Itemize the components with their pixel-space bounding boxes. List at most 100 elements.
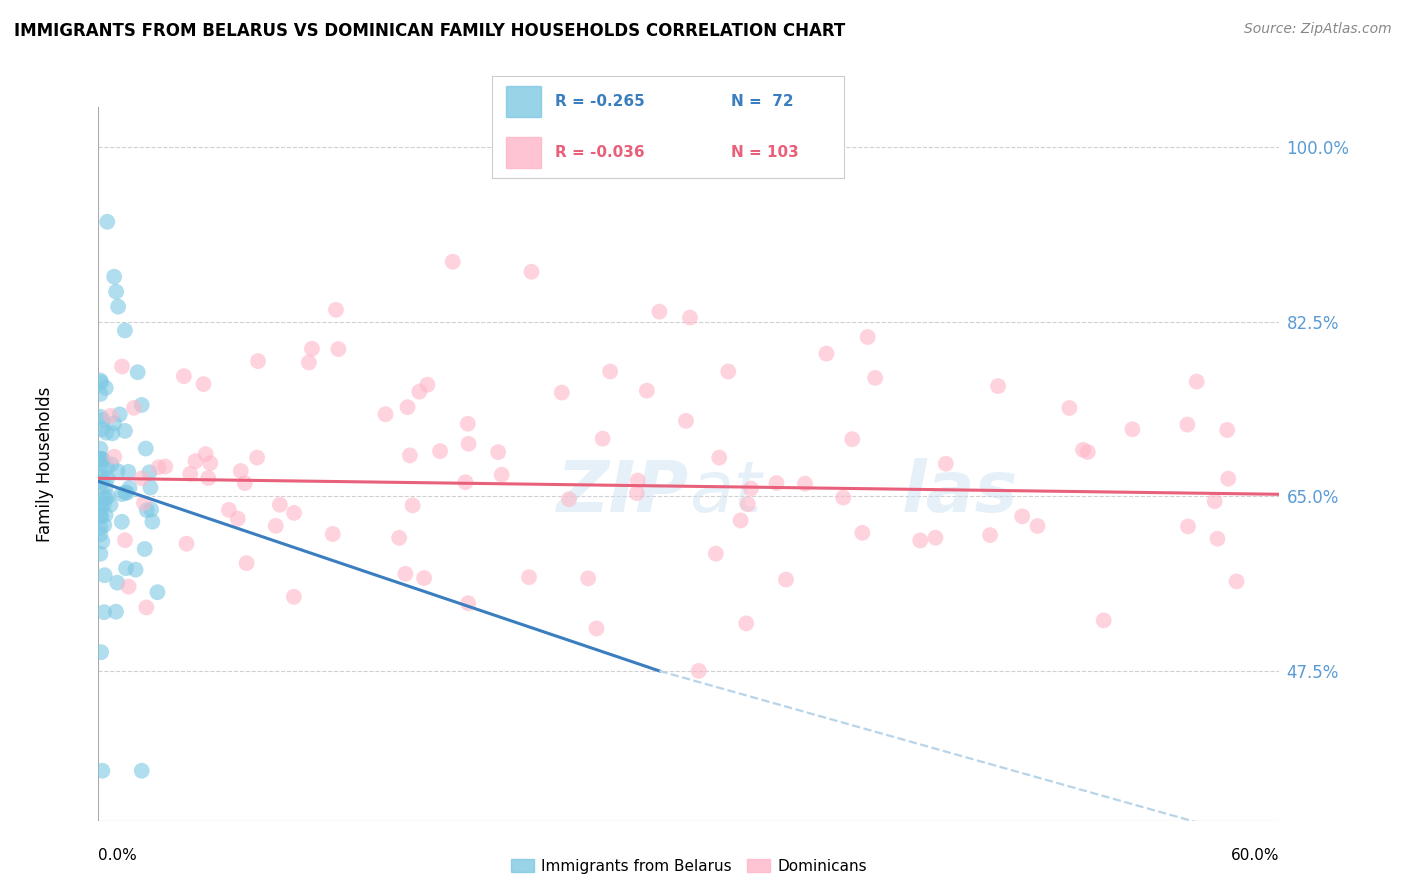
Point <box>91 413 114 427</box>
Bar <box>506 87 541 117</box>
Point <box>93 491 115 506</box>
Point <box>987 379 1010 393</box>
Point <box>131 398 153 412</box>
Point <box>1177 519 1199 533</box>
Point <box>94 381 117 395</box>
Point <box>979 528 1001 542</box>
Point <box>675 414 697 428</box>
Point <box>832 491 855 505</box>
Text: IMMIGRANTS FROM BELARUS VS DOMINICAN FAMILY HOUSEHOLDS CORRELATION CHART: IMMIGRANTS FROM BELARUS VS DOMINICAN FAM… <box>14 22 845 40</box>
Point <box>558 492 581 507</box>
Point <box>226 511 249 525</box>
Point <box>90 475 112 489</box>
Legend: Immigrants from Belarus, Dominicans: Immigrants from Belarus, Dominicans <box>505 853 873 880</box>
Point <box>89 374 111 388</box>
Point <box>193 377 215 392</box>
Point <box>91 470 114 484</box>
Point <box>131 471 153 485</box>
Point <box>131 764 153 778</box>
Point <box>396 400 419 414</box>
Point <box>96 471 118 485</box>
Point <box>413 571 436 585</box>
Point <box>97 490 120 504</box>
Point <box>115 485 138 500</box>
Point <box>93 497 115 511</box>
Point <box>576 571 599 585</box>
Point <box>94 479 117 493</box>
Point <box>709 450 731 465</box>
Point <box>135 503 157 517</box>
Point <box>1011 509 1033 524</box>
Point <box>457 437 479 451</box>
Point <box>141 502 163 516</box>
Point <box>1218 472 1240 486</box>
Point <box>648 304 671 318</box>
Point <box>94 491 117 505</box>
Point <box>89 469 111 483</box>
Point <box>103 450 125 464</box>
Point <box>111 487 134 501</box>
Point <box>93 518 115 533</box>
Point <box>856 330 879 344</box>
Text: at: at <box>689 458 762 527</box>
Point <box>104 605 127 619</box>
Point <box>429 444 451 458</box>
Point <box>908 533 931 548</box>
Point <box>1204 494 1226 508</box>
Point <box>1206 532 1229 546</box>
Point <box>89 502 111 516</box>
Bar <box>506 137 541 168</box>
Point <box>269 498 291 512</box>
Point <box>93 605 115 619</box>
Point <box>107 300 129 314</box>
Point <box>924 531 946 545</box>
Point <box>322 527 344 541</box>
Point <box>717 365 740 379</box>
Point <box>551 385 574 400</box>
Point <box>229 464 252 478</box>
Text: R = -0.265: R = -0.265 <box>555 94 645 109</box>
Point <box>1175 417 1198 432</box>
Point <box>117 465 139 479</box>
Point <box>585 621 607 635</box>
Point <box>89 547 111 561</box>
Point <box>89 387 111 401</box>
Point <box>89 508 111 523</box>
Point <box>517 570 540 584</box>
Point <box>218 503 240 517</box>
Point <box>815 346 838 360</box>
Text: las: las <box>901 458 1018 527</box>
Point <box>135 442 157 456</box>
Point <box>90 645 112 659</box>
Point <box>454 475 477 490</box>
Point <box>247 354 270 368</box>
Point <box>1216 423 1239 437</box>
Point <box>194 447 217 461</box>
Point <box>408 384 430 399</box>
Point <box>173 369 195 384</box>
Point <box>388 531 411 545</box>
Point <box>457 417 479 431</box>
Point <box>90 456 112 470</box>
Point <box>740 482 762 496</box>
Point <box>89 442 111 456</box>
Point <box>1185 375 1208 389</box>
Point <box>416 377 439 392</box>
Point <box>325 302 347 317</box>
Point <box>1077 445 1099 459</box>
Point <box>91 764 114 778</box>
Point <box>520 265 543 279</box>
Point <box>486 445 509 459</box>
Point <box>118 481 141 495</box>
Point <box>100 409 122 423</box>
Point <box>115 561 138 575</box>
Point <box>863 371 886 385</box>
Point <box>138 466 160 480</box>
Text: Source: ZipAtlas.com: Source: ZipAtlas.com <box>1244 22 1392 37</box>
Point <box>91 452 114 467</box>
Point <box>765 476 787 491</box>
Point <box>89 451 111 466</box>
Point <box>94 508 117 522</box>
Point <box>246 450 269 465</box>
Point <box>91 534 114 549</box>
